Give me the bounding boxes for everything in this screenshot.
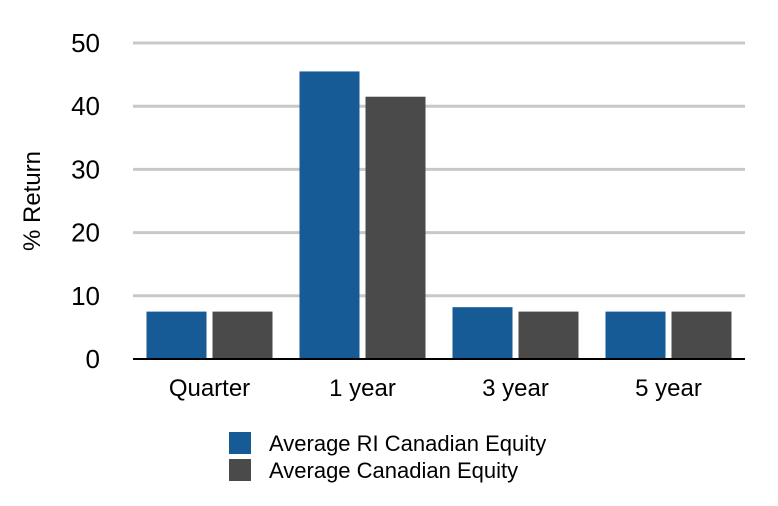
- y-tick-label: 20: [71, 218, 100, 248]
- bar-canadian-equity: [365, 96, 426, 359]
- y-tick-label: 50: [71, 28, 100, 58]
- bar-ri-canadian-equity: [452, 307, 513, 359]
- y-axis-title: % Return: [19, 151, 46, 251]
- bar-ri-canadian-equity: [605, 311, 666, 359]
- y-tick-label: 40: [71, 91, 100, 121]
- legend-swatch: [229, 432, 251, 454]
- x-axis-ticks: Quarter 1 year 3 year 5 year: [169, 375, 702, 402]
- x-category-label: 5 year: [635, 375, 702, 402]
- x-category-label: 3 year: [482, 375, 549, 402]
- bar-canadian-equity: [518, 311, 579, 359]
- legend-label: Average Canadian Equity: [269, 458, 518, 483]
- y-axis-ticks: 0 10 20 30 40 50: [71, 28, 100, 374]
- y-tick-label: 10: [71, 281, 100, 311]
- bar-ri-canadian-equity: [299, 71, 360, 359]
- bar-ri-canadian-equity: [146, 311, 207, 359]
- x-category-label: 1 year: [329, 375, 396, 402]
- legend-swatch: [229, 459, 251, 481]
- y-tick-label: 0: [86, 344, 100, 374]
- bars: [146, 71, 732, 359]
- bar-canadian-equity: [212, 311, 273, 359]
- y-tick-label: 30: [71, 154, 100, 184]
- x-category-label: Quarter: [169, 375, 250, 402]
- bar-canadian-equity: [671, 311, 732, 359]
- gridlines: [133, 41, 745, 298]
- legend-label: Average RI Canadian Equity: [269, 431, 546, 456]
